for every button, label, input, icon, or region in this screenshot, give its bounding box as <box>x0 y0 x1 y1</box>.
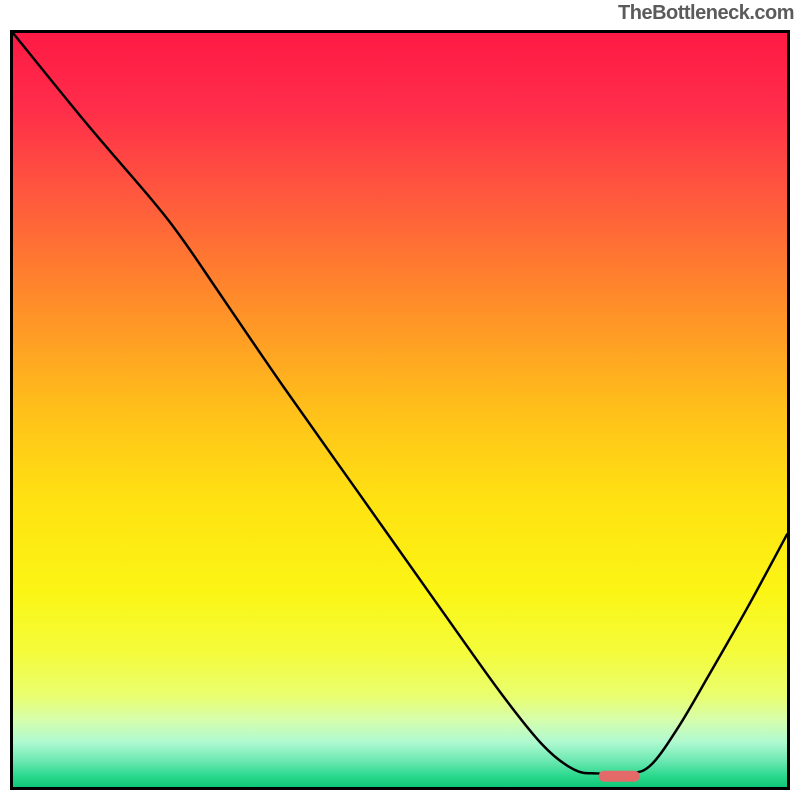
chart-container <box>10 30 790 790</box>
watermark-text: TheBottleneck.com <box>618 2 794 25</box>
curve-line <box>13 33 787 787</box>
min-marker <box>599 771 640 782</box>
